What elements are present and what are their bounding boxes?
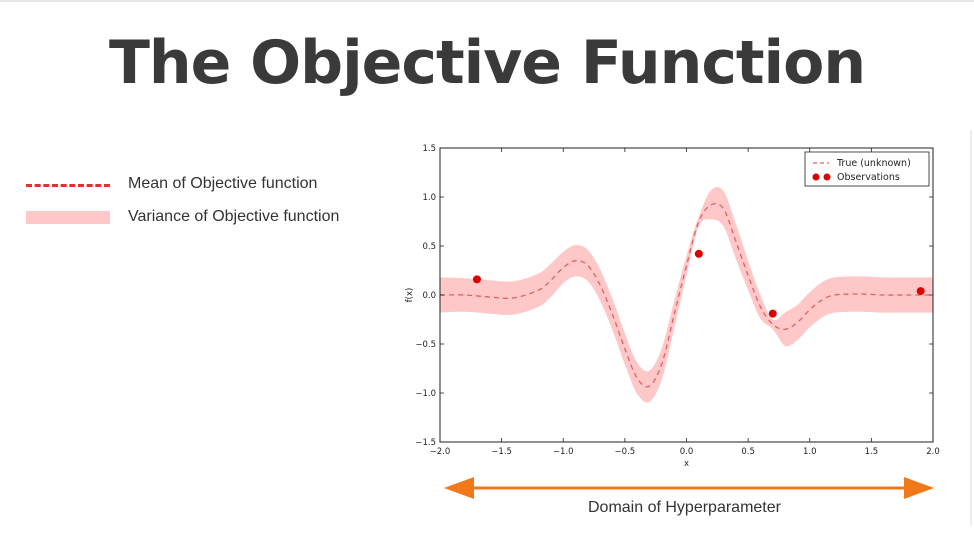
y-axis-label: f(x): [405, 288, 415, 303]
objective-function-chart: −2.0 −1.5 −1.0 −0.5 0.0 0.5 1.0 1.5 2.01.51.00.5…: [405, 144, 940, 469]
x-tick-label: −1.0: [553, 447, 574, 457]
y-tick-label: −1.0: [415, 389, 436, 399]
y-tick-label: 0.0: [422, 291, 436, 301]
right-divider: [970, 130, 972, 525]
y-tick-label: −0.5: [415, 340, 436, 350]
mean-line: [440, 202, 933, 388]
observation-point: [916, 287, 925, 296]
chart-legend-box: [804, 151, 930, 187]
plot-area: [440, 186, 933, 403]
y-tick-label: −1.5: [415, 438, 436, 448]
domain-label: Domain of Hyperparameter: [588, 499, 781, 516]
x-tick-label: −2.0: [430, 447, 451, 457]
y-tick-label: 1.5: [422, 144, 436, 154]
x-tick-label: 2.0: [926, 447, 940, 457]
legend-label-observations: Observations: [837, 172, 900, 183]
dashed-line-swatch: [26, 184, 110, 187]
arrow-head-right-icon: [904, 477, 934, 499]
variance-band: [440, 186, 933, 403]
band-swatch: [26, 211, 110, 224]
observation-point: [768, 309, 777, 318]
legend-label-true: True (unknown): [836, 158, 911, 169]
observation-point: [694, 249, 703, 258]
x-tick-label: 0.0: [680, 447, 694, 457]
chart-legend: True (unknown) Observations: [804, 151, 930, 187]
legend-dot-icon: [823, 173, 831, 181]
x-tick-label: 1.5: [865, 447, 879, 457]
slide-title: The Objective Function: [108, 28, 866, 98]
x-tick-label: −1.5: [491, 447, 512, 457]
legend-label-mean: Mean of Objective function: [128, 175, 318, 192]
x-tick-label: −0.5: [615, 447, 636, 457]
y-tick-label: 1.0: [422, 193, 436, 203]
x-axis-label: x: [684, 459, 689, 469]
x-tick-label: 1.0: [803, 447, 817, 457]
legend-label-variance: Variance of Objective function: [128, 208, 340, 225]
x-tick-label: 0.5: [741, 447, 755, 457]
y-tick-label: 0.5: [422, 242, 436, 252]
arrow-head-left-icon: [444, 477, 474, 499]
top-divider: [0, 0, 974, 2]
observation-point: [472, 275, 481, 284]
domain-arrow: [444, 477, 934, 499]
legend-dot-icon: [812, 173, 820, 181]
